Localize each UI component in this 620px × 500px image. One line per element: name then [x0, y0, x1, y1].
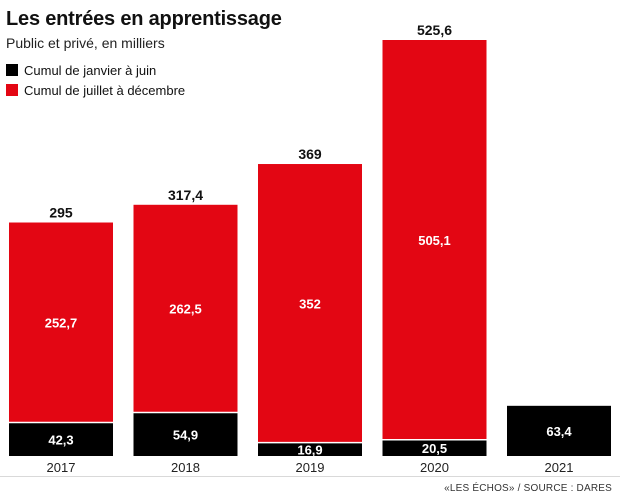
data-label: 20,5 [422, 441, 447, 456]
bar-segment [258, 442, 362, 456]
x-tick-label: 2019 [296, 460, 325, 475]
legend-item-first-half: Cumul de janvier à juin [6, 60, 185, 80]
legend-swatch-first-half [6, 64, 18, 76]
x-tick-label: 2018 [171, 460, 200, 475]
total-label: 295 [49, 205, 73, 221]
chart-title: Les entrées en apprentissage [6, 8, 282, 30]
bar-segment [133, 412, 238, 456]
legend-label-second-half: Cumul de juillet à décembre [24, 82, 186, 98]
bar-segment [9, 222, 113, 423]
footer-divider [0, 476, 620, 477]
data-label: 42,3 [48, 432, 73, 447]
x-tick-label: 2017 [47, 460, 76, 475]
total-label: 369 [298, 146, 322, 162]
bar-segment [133, 204, 238, 413]
legend-swatch-second-half [6, 84, 18, 96]
bar-segment [382, 439, 487, 456]
x-tick-label: 2021 [545, 460, 574, 475]
bar-segment [382, 40, 487, 440]
x-tick-label: 2020 [420, 460, 449, 475]
data-label: 54,9 [173, 427, 198, 442]
chart-subtitle: Public et privé, en milliers [6, 35, 165, 51]
total-label: 525,6 [417, 22, 452, 38]
bar-segment [507, 405, 611, 456]
total-label: 317,4 [168, 187, 203, 203]
bar-segment [9, 422, 113, 456]
data-label: 63,4 [546, 424, 572, 439]
source-credit: «LES ÉCHOS» / SOURCE : DARES [444, 483, 612, 494]
data-label: 262,5 [169, 302, 202, 317]
legend-item-second-half: Cumul de juillet à décembre [6, 80, 185, 100]
data-label: 505,1 [418, 233, 451, 248]
data-label: 252,7 [45, 316, 78, 331]
legend: Cumul de janvier à juin Cumul de juillet… [6, 60, 185, 100]
data-label: 16,9 [297, 442, 322, 457]
bar-segment [258, 164, 362, 443]
legend-label-first-half: Cumul de janvier à juin [24, 62, 157, 78]
data-label: 352 [299, 296, 321, 311]
